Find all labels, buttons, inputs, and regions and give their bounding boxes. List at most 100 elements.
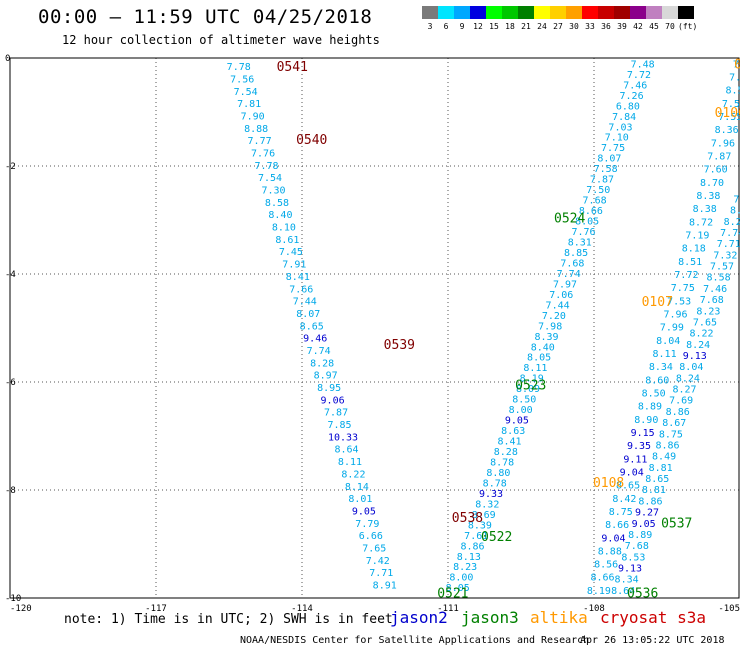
wave-height-value: 8.89 [628,530,652,541]
wave-height-value: 6.66 [359,531,383,542]
legend-swatch [470,6,486,19]
wave-height-value: 8.50 [642,388,666,399]
legend-swatch-label: 39 [617,22,627,31]
wave-height-value: 8.19 [520,374,544,385]
wave-height-value: 8.50 [512,395,536,406]
wave-height-value: 8.66 [590,573,614,584]
wave-height-value: 7.45 [279,247,303,258]
wave-height-value: 8.95 [317,383,341,394]
wave-height-value: 8.63 [501,426,525,437]
wave-height-value: 9.05 [352,506,376,517]
wave-height-value: 8.23 [696,306,720,317]
wave-height-value: 9.05 [632,519,656,530]
wave-height-value: 8.61 [275,235,299,246]
legend-swatch [438,6,454,19]
wave-height-value: 7.56 [230,74,254,85]
wave-height-value: 8.80 [486,468,510,479]
wave-height-value: 7.30 [261,186,285,197]
wave-height-value: 7.76 [251,149,275,160]
wave-height-value: 8.11 [653,349,677,360]
wave-height-value: 8.69 [472,510,496,521]
wave-height-value: 7.96 [711,138,735,149]
pass-time-label: 0108 [593,476,624,491]
pass-time-labels: 0541 0540 0539 0538 0524 0523 0522 0521 0105 0106… [277,57,740,601]
wave-height-value: 8.11 [338,457,362,468]
wave-height-value: 8.00 [509,405,533,416]
legend-swatch [582,6,598,19]
wave-height-value: 7.60 [704,165,728,176]
wave-height-value: 8.72 [689,217,713,228]
wave-height-value: 8.14 [345,482,369,493]
pass-time-label: 0523 [515,379,546,394]
pass-time-label: 0538 [452,511,483,526]
wave-height-value: 8.36 [715,125,739,136]
wave-height-value: 7.78 [254,161,278,172]
wave-height-value: 8.86 [638,496,662,507]
wave-height-value: 8.75 [609,507,633,518]
wave-height-value: 7.61 [464,531,488,542]
wave-height-value: 9.15 [631,428,655,439]
credit-line: NOAA/NESDIS Center for Satellite Applica… [240,635,590,646]
wave-height-value: 8.11 [523,363,547,374]
legend-swatch [550,6,566,19]
wave-height-value: 7.98 [538,321,562,332]
legend-swatch [678,6,694,19]
wave-height-value: 8.65 [300,321,324,332]
legend-swatch [598,6,614,19]
wave-height-value: 8.05 [575,217,599,228]
footer-note: note: 1) Time is in UTC; 2) SWH is in fe… [64,612,393,627]
wave-height-value: 7.26 [620,91,644,102]
wave-height-value: 7.84 [612,112,636,123]
wave-height-value: 7.44 [546,300,570,311]
wave-height-value: 7.75 [601,143,625,154]
wave-height-value: 7.72 [627,70,651,81]
wave-height-value: 7.68 [700,295,724,306]
map-frame [9,57,740,599]
wave-height-value: 7.72 [674,270,698,281]
wave-height-value: 8.56 [594,560,618,571]
wave-height-value: 8.67 [662,418,686,429]
legend-sat-altika: altika [530,608,588,627]
wave-height-value: 8.09 [516,384,540,395]
wave-height-value: 7.99 [660,323,684,334]
wave-height-value: 9.33 [479,489,503,500]
y-tick-label: -2 [5,162,16,172]
wave-height-value: 7.68 [625,541,649,552]
wave-height-value: 8.38 [693,204,717,215]
wave-height-value: 8.29 [724,217,740,228]
legend-swatch [518,6,534,19]
wave-height-value: 8.66 [579,206,603,217]
legend-swatch-label: 33 [585,22,595,31]
legend-swatch-row [422,6,694,19]
wave-height-value: 7.32 [713,250,737,261]
wave-height-value: 7.65 [362,543,386,554]
wave-height-value: 8.66 [605,520,629,531]
wave-height-value: 8.65 [616,481,640,492]
pass-time-label: 0540 [296,133,327,148]
wave-height-value: 8.39 [534,332,558,343]
wave-height-value: 8.18 [682,244,706,255]
wave-height-value: 7.48 [631,59,655,70]
wave-height-value: 8.28 [494,447,518,458]
wave-height-value: 8.41 [497,437,521,448]
wave-height-value: 8.65 [645,474,669,485]
legend-swatch [566,6,582,19]
wave-height-value: 8.28 [310,358,334,369]
wave-height-value: 7.67 [733,59,740,70]
wave-height-value: 7.58 [594,164,618,175]
x-tick-label: -111 [437,604,459,614]
legend-swatch [422,6,438,19]
wave-height-value: 7.10 [605,133,629,144]
wave-height-value: 8.86 [655,440,679,451]
y-tick-label: -4 [5,270,16,280]
wave-height-value: 9.06 [321,395,345,406]
wave-height-value: 8.53 [621,552,645,563]
wave-height-value: 8.51 [678,257,702,268]
wave-height-value: 9.27 [635,508,659,519]
wave-height-value: 7.75 [671,283,695,294]
wave-height-value: 7.50 [586,185,610,196]
wave-height-value: 7.76 [571,227,595,238]
wave-height-value: 8.88 [598,546,622,557]
wave-height-value: 9.46 [303,334,327,345]
wave-height-value: 8.86 [666,407,690,418]
